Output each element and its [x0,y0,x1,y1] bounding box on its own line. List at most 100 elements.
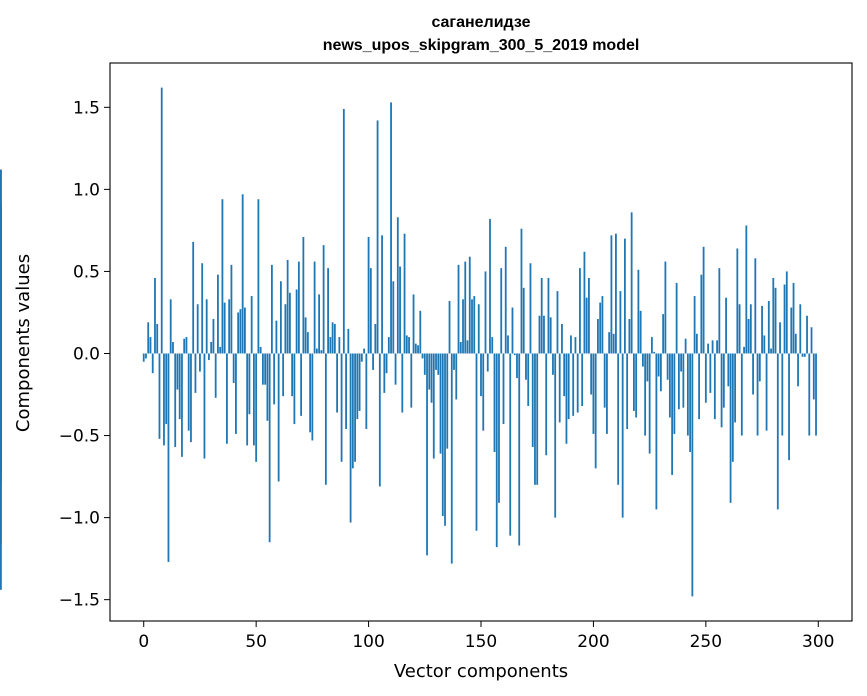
bar-40 [232,353,235,384]
bar-248 [700,274,703,354]
bar-275 [761,305,763,354]
bar-101 [369,268,372,354]
bar-282 [776,353,779,510]
bar-125 [423,353,426,375]
bar-106 [381,235,383,354]
bar-37 [226,353,228,444]
bar-218 [633,353,635,411]
bar-188 [565,353,568,444]
bar-129 [432,353,435,459]
bar-102 [372,353,374,370]
bar-3 [149,337,152,354]
bar-65 [288,292,291,354]
bar-117 [405,335,408,354]
bar-172 [529,263,532,354]
bar-152 [484,271,487,354]
bar-9 [163,353,165,446]
bar-62 [282,353,285,397]
bar-230 [659,353,662,392]
bar-288 [790,307,793,354]
bar-132 [439,353,442,454]
bar-77 [315,348,318,354]
bar-54 [264,353,267,385]
bar-189 [567,353,570,420]
bar-12 [169,299,172,354]
bar-244 [691,353,694,597]
bar-127 [428,353,431,390]
bar-73 [306,332,309,354]
bar-180 [547,277,550,354]
bar-299 [815,353,817,436]
bar-147 [473,296,476,354]
bar-113 [396,217,399,354]
bar-74 [309,353,312,433]
bar-261 [729,353,732,503]
bar-213 [621,353,624,518]
x-tick-label-300: 300 [802,632,834,652]
bar-118 [408,337,410,354]
bar-181 [549,317,552,354]
bar-204 [601,296,604,354]
chart-title-line1: саганелидзе [431,14,530,31]
bar-251 [707,343,709,354]
bar-232 [664,261,667,354]
bar-253 [711,340,714,354]
bar-55 [266,353,269,421]
bar-234 [668,353,671,418]
bar-295 [806,315,808,354]
bar-223 [644,353,647,436]
bar-69 [297,261,300,354]
bar-30 [210,342,213,354]
bar-133 [441,353,444,516]
bar-202 [597,319,599,354]
bar-31 [212,319,215,354]
bar-4 [151,353,154,374]
bar-210 [615,233,617,354]
x-tick-label-200: 200 [577,632,609,652]
bar-271 [752,353,754,395]
bar-245 [693,296,696,354]
bar-266 [740,353,743,436]
bar-243 [689,353,692,452]
bar-258 [722,353,725,408]
chart-title-line2: news_upos_skipgram_300_5_2019 model [323,37,640,54]
bar-272 [754,258,757,354]
bar-79 [320,350,323,354]
bar-27 [203,353,206,459]
bar-21 [190,353,192,443]
bar-254 [713,353,716,420]
bar-15 [176,353,179,390]
bar-28 [205,299,208,354]
bar-139 [455,353,458,400]
bar-231 [662,314,665,354]
x-tick-label-150: 150 [465,632,497,652]
bar-199 [590,353,593,395]
bar-166 [516,353,518,379]
bar-297 [810,327,813,354]
bar-24 [196,304,199,354]
bar-131 [437,353,440,375]
bar-61 [279,281,282,354]
y-tick-label-2: −0.5 [59,427,100,447]
bar-163 [509,353,512,536]
bar-141 [459,342,462,354]
plot-frame [109,62,853,622]
bar-229 [657,353,660,377]
bar-209 [612,333,615,354]
bar-290 [794,333,797,354]
bar-134 [444,353,446,526]
bar-72 [304,317,307,354]
bar-78 [318,294,321,354]
bar-111 [392,281,395,354]
bar-14 [174,353,177,448]
bar-238 [677,353,680,410]
bar-237 [675,282,678,354]
bar-278 [767,300,770,354]
bar-235 [671,353,674,475]
bar-33 [217,274,219,354]
bar-39 [230,264,233,354]
bar-97 [360,353,363,362]
x-tick-label-100: 100 [352,632,384,652]
bar-108 [385,353,388,374]
y-axis: −1.5 −1.0 −0.5 0.0 0.5 1.0 1.5 [59,98,110,611]
